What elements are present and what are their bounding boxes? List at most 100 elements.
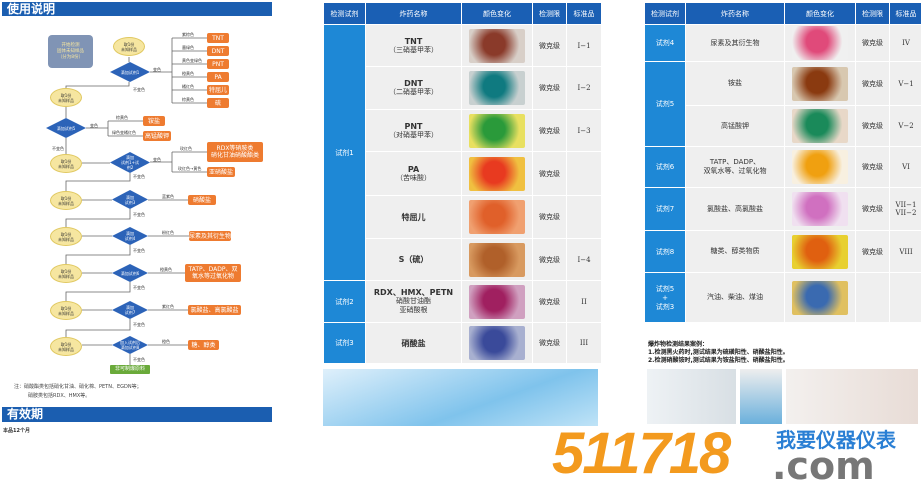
diamond-label: 滴加 试剂1+试 剂2 bbox=[121, 155, 139, 170]
table-header-row: 检测试剂 炸药名称 颜色变化 检测限 标准品 bbox=[324, 3, 601, 24]
explosive-subname: （对硝基甲苯） bbox=[389, 130, 438, 139]
table-row: 试剂8 糖类、醇类物质 微克级 VIII bbox=[645, 231, 921, 272]
case-2: 2.检测硝酸铵时,测试结果为铵盐阳性、硝酸盐阳性。 bbox=[648, 357, 789, 364]
result-box: 氯酸盐、高氯酸盐 bbox=[188, 305, 241, 315]
explosive-name-cell: 铵盐 bbox=[686, 62, 784, 105]
result-box: TNT bbox=[207, 33, 229, 43]
color-change-cell bbox=[785, 147, 855, 187]
standard-sample: V−2 bbox=[890, 106, 921, 146]
detection-limit: 微克级 bbox=[533, 196, 566, 238]
result-box: PNT bbox=[207, 59, 229, 69]
changed-label: 变色 bbox=[153, 157, 161, 162]
explosive-name: 糖类、醇类物质 bbox=[710, 247, 760, 255]
header-cell: 炸药名称 bbox=[686, 3, 784, 24]
color-change-photo bbox=[469, 113, 525, 148]
watermark-cn: 我要仪器仪表 bbox=[776, 428, 896, 452]
detection-limit: 微克级 bbox=[856, 62, 889, 105]
branch-color-label: 橙黄色 bbox=[182, 71, 194, 76]
reagent-step-diamond: 滴加试剂5 bbox=[46, 118, 86, 138]
unchanged-label: 不变色 bbox=[52, 146, 64, 151]
explosive-subname: （三硝基甲苯） bbox=[389, 45, 438, 54]
unchanged-label: 不变色 bbox=[133, 174, 145, 179]
detection-limit: 微克级 bbox=[856, 147, 889, 187]
explosive-name: 尿素及其衍生物 bbox=[710, 38, 760, 47]
header-cell: 检测试剂 bbox=[324, 3, 365, 24]
color-change-photo bbox=[792, 234, 848, 269]
standard-sample: V−1 bbox=[890, 62, 921, 105]
reagent-step-diamond: 滴加 试剂4 bbox=[112, 227, 148, 245]
reagent-table-2: 检测试剂 炸药名称 颜色变化 检测限 标准品 试剂4 尿素及其衍生物 微克级 IV 试剂5 铵盐 微克… bbox=[644, 2, 921, 323]
table-row: S（硫） 微克级 I−4 bbox=[324, 239, 601, 280]
standard-sample bbox=[567, 152, 601, 195]
branch-color-label: 紫红色 bbox=[162, 304, 174, 309]
start-box: 开始检测 固体未知样品 （分为8份） bbox=[48, 35, 93, 68]
color-change-cell bbox=[785, 273, 855, 322]
header-cell: 颜色变化 bbox=[785, 3, 855, 24]
explosive-name-cell: 糖类、醇类物质 bbox=[686, 231, 784, 272]
explosive-name: 氯酸盐、高氯酸盐 bbox=[707, 204, 763, 213]
reagent-step-diamond: 滴加 试剂7 bbox=[112, 301, 148, 319]
final-result-box: 非可制爆原料 bbox=[110, 365, 150, 374]
unchanged-label: 不变色 bbox=[133, 248, 145, 253]
unchanged-label: 不变色 bbox=[133, 212, 145, 217]
reagent-cell: 试剂6 bbox=[645, 147, 685, 187]
color-change-photo bbox=[469, 242, 525, 277]
color-change-cell bbox=[785, 25, 855, 61]
watermark-number: 511718 bbox=[552, 421, 731, 486]
detection-limit bbox=[856, 273, 889, 322]
detection-limit: 微克级 bbox=[533, 25, 566, 66]
standard-sample: I−1 bbox=[567, 25, 601, 66]
explosive-name: 铵盐 bbox=[728, 79, 742, 87]
validity-title-bar: 有效期 bbox=[2, 407, 272, 422]
table-row: 试剂5 + 试剂3 汽油、柴油、煤油 bbox=[645, 273, 921, 322]
note-line-2: 硝胺类包括RDX、HMX等。 bbox=[28, 393, 91, 399]
sample-step-oval: 取1份 未知样品 bbox=[50, 337, 82, 356]
unchanged-label: 不变色 bbox=[133, 322, 145, 327]
explosive-name: 高锰酸钾 bbox=[721, 121, 749, 130]
header-cell: 标准品 bbox=[567, 3, 601, 24]
detection-limit: 微克级 bbox=[533, 67, 566, 109]
explosive-name-cell: RDX、HMX、PETN 硝酸甘油酯 亚硝酸根 bbox=[366, 281, 461, 322]
standard-sample: I−2 bbox=[567, 67, 601, 109]
unchanged-label: 不变色 bbox=[133, 87, 145, 92]
color-change-photo bbox=[469, 71, 525, 105]
cases-block: 爆炸物检测结果案例： 1.检测黑火药时,测试结果为硫磺阳性、硝酸盐阳性。 2.检… bbox=[648, 341, 789, 365]
explosive-name: RDX、HMX、PETN bbox=[373, 288, 454, 297]
table-row: PNT （对硝基甲苯） 微克级 I−3 bbox=[324, 110, 601, 151]
standard-sample: I−3 bbox=[567, 110, 601, 151]
color-change-photo bbox=[469, 200, 525, 234]
reagent-table-1: 检测试剂 炸药名称 颜色变化 检测限 标准品 试剂1 TNT （三硝基甲苯） 微克级 I−1 DNT… bbox=[323, 2, 602, 364]
explosive-name: 汽油、柴油、煤油 bbox=[707, 293, 763, 301]
result-box: 硫 bbox=[207, 98, 229, 108]
diamond-label: 滴加 试剂7 bbox=[124, 305, 136, 315]
color-change-photo bbox=[792, 192, 848, 226]
color-change-photo bbox=[469, 326, 525, 360]
header-cell: 检测试剂 bbox=[645, 3, 685, 24]
standard-sample: II bbox=[567, 281, 601, 322]
result-box: DNT bbox=[207, 46, 229, 56]
table-header-row: 检测试剂 炸药名称 颜色变化 检测限 标准品 bbox=[645, 3, 921, 24]
branch-color-label: 绿色变橘红色 bbox=[112, 130, 136, 135]
watermark-com: .com bbox=[772, 444, 875, 488]
explosive-name-cell: 硝酸盐 bbox=[366, 323, 461, 363]
color-change-photo bbox=[792, 66, 848, 101]
table-row: 试剂1 TNT （三硝基甲苯） 微克级 I−1 bbox=[324, 25, 601, 280]
validity-text: 本品12个月 bbox=[3, 428, 30, 434]
color-change-cell bbox=[785, 106, 855, 146]
explosive-name-cell: 高锰酸钾 bbox=[686, 106, 784, 146]
detection-limit: 微克级 bbox=[533, 110, 566, 151]
explosive-name: TATP、DADP、 双氧水等、过氧化物 bbox=[703, 158, 767, 175]
branch-color-label: 蓝紫色 bbox=[162, 194, 174, 199]
cases-title: 爆炸物检测结果案例： bbox=[648, 341, 709, 348]
detection-limit: 微克级 bbox=[856, 106, 889, 146]
reagent-cell: 试剂2 bbox=[324, 281, 365, 322]
color-change-photo bbox=[792, 150, 848, 184]
standard-sample: VIII bbox=[890, 231, 921, 272]
note-line-1: 注：硝酸酯类包括硝化甘油、硝化棉、PETN、EGDN等； bbox=[14, 384, 142, 390]
explosive-name-cell: TNT （三硝基甲苯） bbox=[366, 25, 461, 66]
lab-photo-3 bbox=[786, 369, 918, 424]
branch-color-label: 玫红色→黄色 bbox=[178, 166, 202, 171]
detection-limit: 微克级 bbox=[856, 188, 889, 230]
color-change-cell bbox=[785, 231, 855, 272]
lab-photo-2 bbox=[740, 369, 782, 424]
